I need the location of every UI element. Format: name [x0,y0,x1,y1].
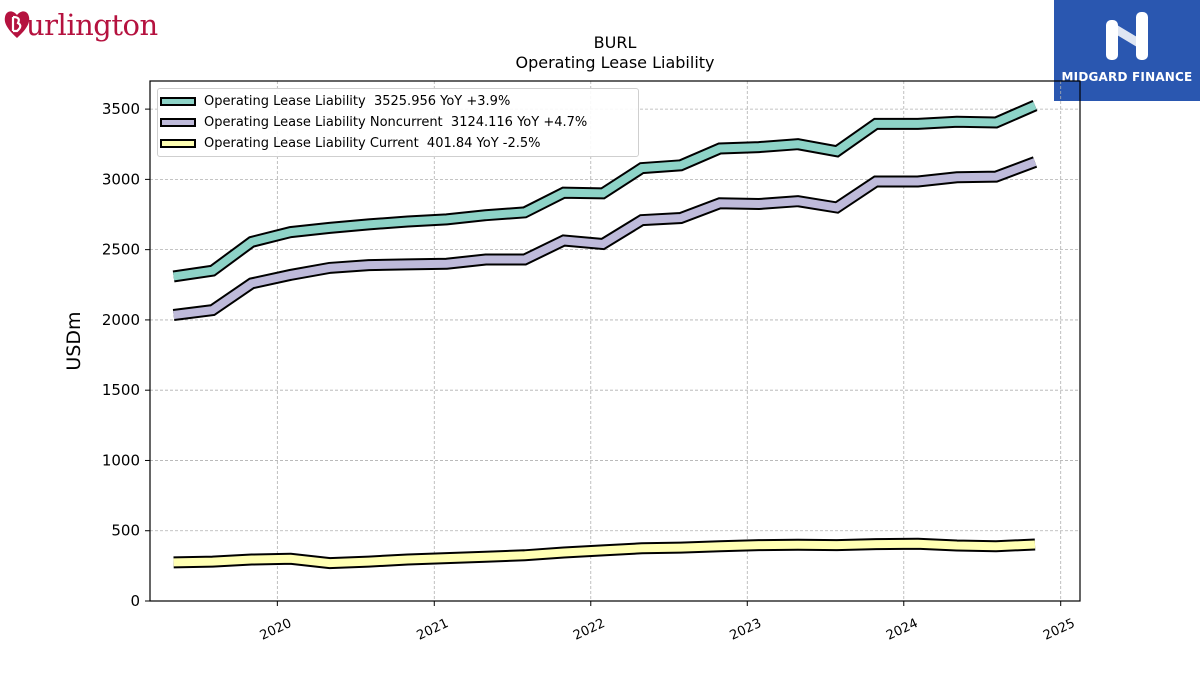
legend-label-noncurrent: Operating Lease Liability Noncurrent 312… [204,114,588,130]
x-tick-label: 2025 [1041,616,1077,644]
legend-label-current: Operating Lease Liability Current 401.84… [204,135,541,151]
legend-swatch-total [160,96,196,106]
legend-entry-total: Operating Lease Liability 3525.956 YoY +… [160,91,510,111]
x-tick-label: 2020 [258,616,294,644]
x-tick-label: 2023 [728,616,764,644]
y-tick-label: 3000 [102,170,140,188]
midgard-finance-name: MIDGARD FINANCE [1061,70,1193,84]
y-tick-label: 2500 [102,241,140,259]
y-tick-label: 2000 [102,311,140,329]
series-line-total [173,101,1037,281]
y-tick-label: 1000 [102,451,140,469]
y-tick-label: 500 [111,522,140,540]
x-tick-label: 2021 [415,616,451,644]
series-line-current [173,539,1036,568]
legend-entry-noncurrent: Operating Lease Liability Noncurrent 312… [160,112,587,132]
legend-label-total: Operating Lease Liability 3525.956 YoY +… [204,93,511,109]
chart-legend: Operating Lease Liability 3525.956 YoY +… [157,88,639,157]
brand-name: urlington [26,8,158,42]
chart-subtitle: Operating Lease Liability [515,53,715,72]
y-tick-label: 1500 [102,381,140,399]
heart-b-icon [4,11,30,38]
y-axis-label: USDm [63,311,85,370]
burlington-logo: urlington [4,4,174,46]
x-tick-label: 2022 [571,616,607,644]
legend-swatch-current [160,138,196,148]
legend-entry-current: Operating Lease Liability Current 401.84… [160,133,541,153]
plot-frame [149,80,1081,602]
x-tick-label: 2024 [884,616,920,644]
legend-swatch-noncurrent [160,117,196,127]
midgard-m-icon [1106,12,1148,60]
y-tick-label: 3500 [102,100,140,118]
chart-title: BURL [593,33,637,52]
midgard-finance-logo: MIDGARD FINANCE [1054,0,1200,101]
y-tick-label: 0 [130,592,140,610]
series-line-noncurrent [173,158,1037,319]
